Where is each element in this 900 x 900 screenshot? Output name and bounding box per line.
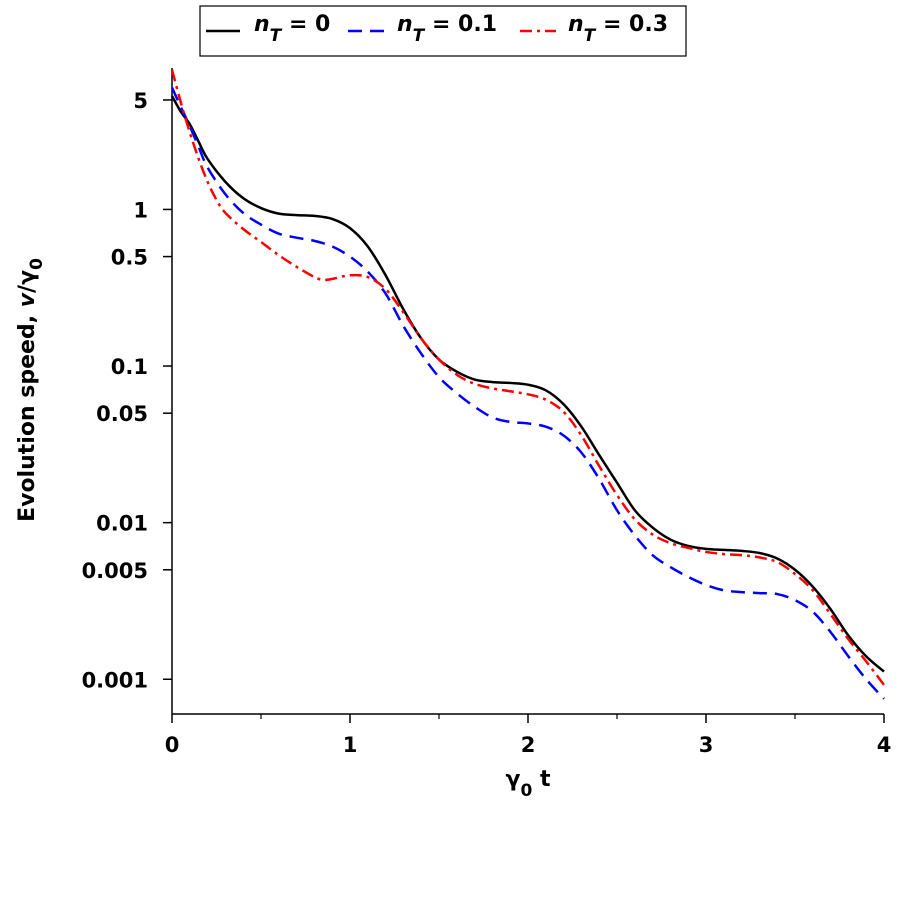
- x-tick-label-3: 3: [699, 733, 714, 757]
- x-tick-label-1: 1: [343, 733, 358, 757]
- legend-sub-1: T: [413, 26, 426, 46]
- x-axis-title: γ0 t: [505, 767, 551, 801]
- y-tick-label-4: 0.05: [96, 402, 148, 426]
- x-axis-title-gamma: γ: [505, 767, 520, 792]
- y-axis-title-prefix: Evolution speed,: [15, 307, 40, 522]
- y-tick-label-3: 0.1: [111, 355, 148, 379]
- y-tick-label-7: 0.001: [82, 668, 148, 692]
- legend-sub-2: T: [584, 26, 597, 46]
- series-group: [170, 69, 885, 700]
- legend-label-series-1: nT = 0.1: [397, 12, 497, 46]
- series-line-2: [170, 69, 885, 686]
- legend-label-series-2: nT = 0.3: [568, 12, 668, 46]
- series-line-0: [170, 95, 885, 673]
- legend-rest-1: = 0.1: [424, 12, 497, 37]
- legend: nT = 0 nT = 0.1 nT = 0.3: [199, 5, 687, 57]
- legend-rest-2: = 0.3: [595, 12, 668, 37]
- y-tick-label-1: 1: [133, 198, 148, 222]
- legend-rest-0: = 0: [281, 12, 330, 37]
- legend-n-2: n: [568, 12, 584, 37]
- ticks-group: 0 1 2 3 4 5 1 0.5 0.1 0.05 0.01 0.005 0.001: [82, 89, 892, 757]
- x-tick-label-0: 0: [165, 733, 180, 757]
- x-tick-label-4: 4: [877, 733, 892, 757]
- x-axis-title-suffix: t: [532, 767, 551, 792]
- legend-n-1: n: [397, 12, 413, 37]
- series-line-1: [170, 87, 885, 700]
- legend-label-series-0: nT = 0: [254, 12, 330, 46]
- y-axis-title-sub: 0: [27, 258, 47, 270]
- y-tick-label-6: 0.005: [82, 559, 148, 583]
- y-tick-label-5: 0.01: [96, 512, 148, 536]
- x-tick-label-2: 2: [521, 733, 536, 757]
- y-tick-label-2: 0.5: [111, 246, 148, 270]
- y-axis-title-v: v: [15, 292, 40, 307]
- legend-box: [199, 5, 687, 57]
- y-tick-label-0: 5: [133, 89, 148, 113]
- legend-sub-0: T: [270, 26, 283, 46]
- y-axis-title: Evolution speed, v/γ0: [15, 258, 47, 522]
- legend-n-0: n: [254, 12, 270, 37]
- y-axis-title-gamma: /γ: [15, 270, 40, 293]
- x-axis-title-sub: 0: [520, 781, 532, 801]
